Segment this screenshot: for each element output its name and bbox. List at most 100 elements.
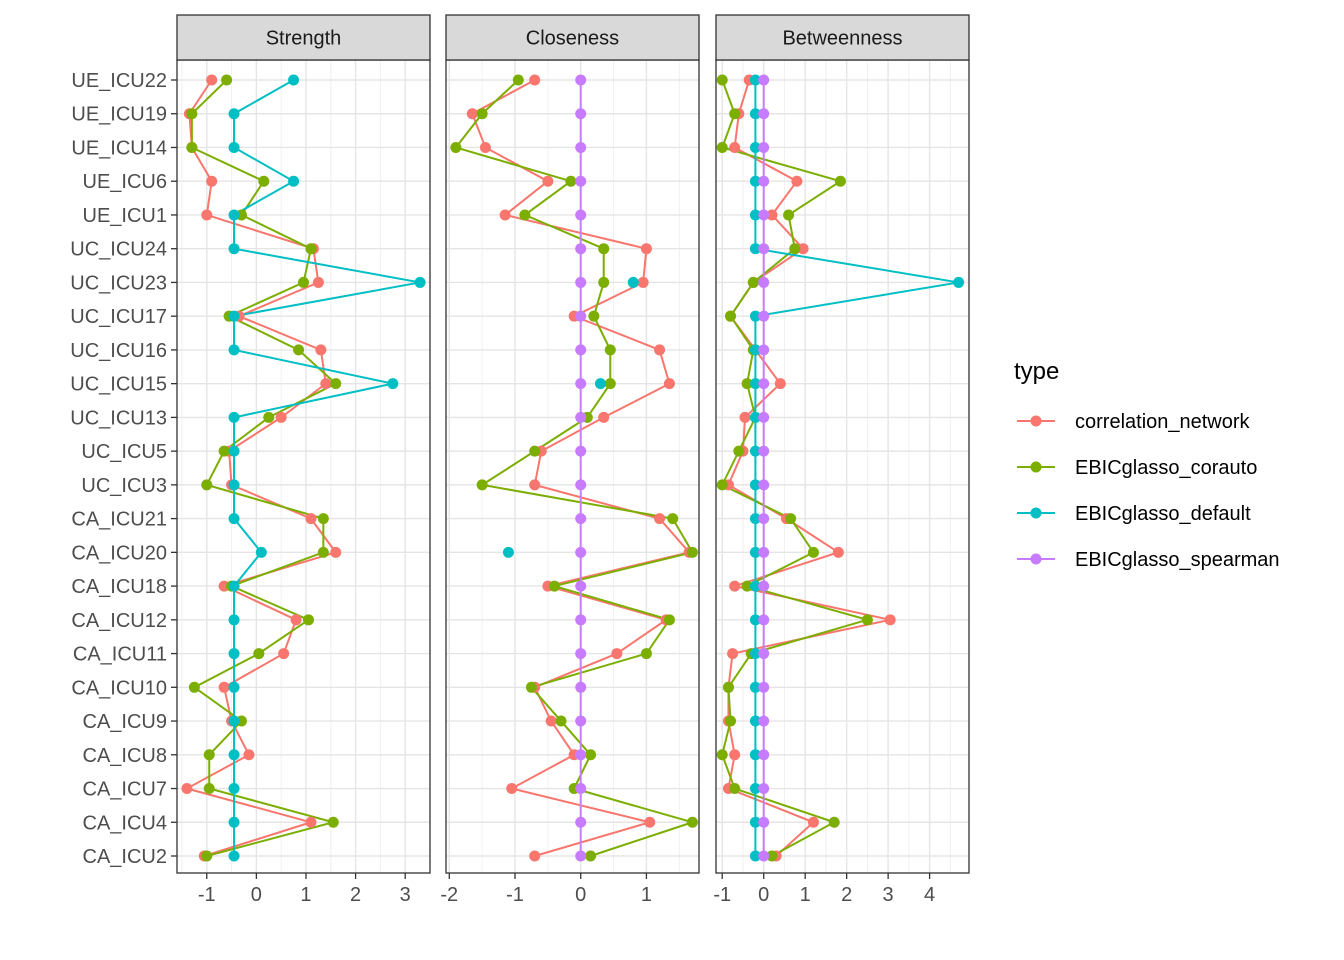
point-ebicglasso-corauto-ca-icu11 [253, 648, 265, 660]
point-ebicglasso-corauto-uc-icu3 [716, 479, 728, 491]
strip-label-strength: Strength [266, 28, 342, 50]
point-correlation-network-ue-icu19 [466, 108, 478, 120]
point-ebicglasso-spearman-ue-icu14 [575, 141, 587, 153]
legend-key-point [1030, 507, 1042, 519]
point-correlation-network-uc-icu13 [739, 411, 751, 423]
series-line-correlation-network [471, 79, 691, 857]
y-tick-label-uc-icu13: UC_ICU13 [70, 407, 167, 429]
y-tick-label-uc-icu24: UC_ICU24 [70, 239, 167, 261]
point-ebicglasso-corauto-uc-icu5 [218, 445, 230, 457]
point-ebicglasso-corauto-ca-icu11 [640, 648, 652, 660]
series-line-ebicglasso-corauto [720, 79, 872, 857]
point-correlation-network-uc-icu23 [637, 276, 649, 288]
point-correlation-network-ue-icu14 [479, 141, 491, 153]
point-ebicglasso-corauto-uc-icu5 [733, 445, 745, 457]
point-ebicglasso-spearman-uc-icu15 [575, 378, 587, 390]
point-ebicglasso-corauto-ca-icu21 [317, 513, 329, 525]
x-tick-label: 1 [300, 884, 311, 906]
point-ebicglasso-default-ca-icu8 [749, 749, 761, 761]
x-tick-label: 4 [924, 884, 935, 906]
point-ebicglasso-default-ca-icu2 [228, 850, 240, 862]
point-correlation-network-ca-icu12 [290, 614, 302, 626]
point-ebicglasso-default-ca-icu21 [228, 513, 240, 525]
point-ebicglasso-default-ue-icu14 [749, 141, 761, 153]
x-tick-label: 0 [251, 884, 262, 906]
point-correlation-network-uc-icu23 [312, 276, 324, 288]
point-ebicglasso-corauto-ue-icu22 [716, 74, 728, 86]
point-correlation-network-ue-icu14 [729, 141, 741, 153]
point-ebicglasso-spearman-ca-icu2 [758, 850, 770, 862]
x-tick-label: -1 [713, 884, 731, 906]
panel-background [716, 60, 969, 873]
point-ebicglasso-default-uc-icu23 [414, 276, 426, 288]
point-ebicglasso-default-ue-icu6 [749, 175, 761, 187]
point-ebicglasso-spearman-ca-icu21 [758, 513, 770, 525]
point-ebicglasso-corauto-ca-icu8 [716, 749, 728, 761]
y-tick-label-ue-icu1: UE_ICU1 [83, 205, 167, 227]
legend-label-correlation-network: correlation_network [1075, 411, 1251, 433]
point-ebicglasso-default-uc-icu15 [749, 378, 761, 390]
point-ebicglasso-spearman-uc-icu16 [758, 344, 770, 356]
point-ebicglasso-corauto-ue-icu22 [221, 74, 233, 86]
point-ebicglasso-spearman-ue-icu22 [758, 74, 770, 86]
point-ebicglasso-spearman-ue-icu14 [758, 141, 770, 153]
legend-label-ebicglasso-spearman: EBICglasso_spearman [1075, 549, 1280, 571]
point-ebicglasso-default-ca-icu10 [228, 681, 240, 693]
point-correlation-network-uc-icu13 [598, 411, 610, 423]
point-correlation-network-ca-icu18 [729, 580, 741, 592]
point-correlation-network-ca-icu21 [654, 513, 666, 525]
legend-title: type [1014, 358, 1059, 385]
point-ebicglasso-spearman-ca-icu11 [758, 648, 770, 660]
point-ebicglasso-spearman-ca-icu4 [575, 816, 587, 828]
y-tick-label-ca-icu7: CA_ICU7 [83, 779, 167, 801]
point-ebicglasso-default-ca-icu9 [749, 715, 761, 727]
point-ebicglasso-spearman-uc-icu23 [575, 276, 587, 288]
point-ebicglasso-default-ue-icu19 [749, 108, 761, 120]
point-ebicglasso-corauto-ue-icu14 [186, 141, 198, 153]
point-ebicglasso-default-ca-icu20 [502, 546, 514, 558]
y-tick-label-uc-icu17: UC_ICU17 [70, 306, 167, 328]
point-ebicglasso-spearman-uc-icu24 [758, 243, 770, 255]
point-ebicglasso-default-ca-icu7 [749, 783, 761, 795]
point-ebicglasso-spearman-uc-icu5 [575, 445, 587, 457]
legend: type correlation_network EBICglasso_coraut… [1014, 358, 1280, 571]
point-ebicglasso-corauto-uc-icu24 [305, 243, 317, 255]
point-ebicglasso-default-ue-icu1 [228, 209, 240, 221]
point-ebicglasso-corauto-ue-icu6 [258, 175, 270, 187]
point-ebicglasso-spearman-uc-icu5 [758, 445, 770, 457]
point-ebicglasso-corauto-uc-icu23 [598, 276, 610, 288]
point-ebicglasso-default-ue-icu1 [749, 209, 761, 221]
point-ebicglasso-corauto-uc-icu15 [604, 378, 616, 390]
point-correlation-network-ca-icu11 [278, 648, 290, 660]
point-ebicglasso-spearman-ca-icu20 [758, 546, 770, 558]
point-ebicglasso-default-uc-icu17 [228, 310, 240, 322]
legend-entry-ebicglasso-corauto: EBICglasso_corauto [1017, 457, 1257, 479]
point-ebicglasso-corauto-ca-icu8 [585, 749, 597, 761]
point-ebicglasso-default-uc-icu16 [749, 344, 761, 356]
y-tick-label-ca-icu8: CA_ICU8 [83, 745, 167, 767]
point-ebicglasso-corauto-uc-icu23 [298, 276, 309, 288]
point-ebicglasso-corauto-ue-icu1 [519, 209, 531, 221]
point-ebicglasso-corauto-uc-icu24 [598, 243, 610, 255]
point-ebicglasso-spearman-ca-icu9 [575, 715, 587, 727]
point-ebicglasso-default-uc-icu24 [749, 243, 761, 255]
point-correlation-network-ue-icu22 [206, 74, 218, 86]
point-correlation-network-ue-icu6 [791, 175, 803, 187]
point-ebicglasso-default-ca-icu2 [749, 850, 761, 862]
point-ebicglasso-default-uc-icu3 [228, 479, 240, 491]
point-correlation-network-ca-icu12 [884, 614, 896, 626]
point-ebicglasso-default-ca-icu4 [228, 816, 240, 828]
legend-key-point [1030, 415, 1042, 427]
point-ebicglasso-default-ca-icu18 [228, 580, 240, 592]
y-tick-label-ue-icu19: UE_ICU19 [71, 104, 167, 126]
point-correlation-network-ca-icu10 [218, 681, 230, 693]
point-ebicglasso-spearman-uc-icu24 [575, 243, 587, 255]
point-ebicglasso-default-ca-icu10 [749, 681, 761, 693]
legend-label-ebicglasso-corauto: EBICglasso_corauto [1075, 457, 1257, 479]
legend-label-ebicglasso-default: EBICglasso_default [1075, 503, 1251, 525]
point-ebicglasso-default-ue-icu14 [228, 141, 240, 153]
point-correlation-network-uc-icu24 [797, 243, 809, 255]
point-ebicglasso-spearman-ue-icu6 [575, 175, 587, 187]
point-ebicglasso-spearman-ca-icu8 [758, 749, 770, 761]
point-ebicglasso-default-ue-icu22 [749, 74, 761, 86]
